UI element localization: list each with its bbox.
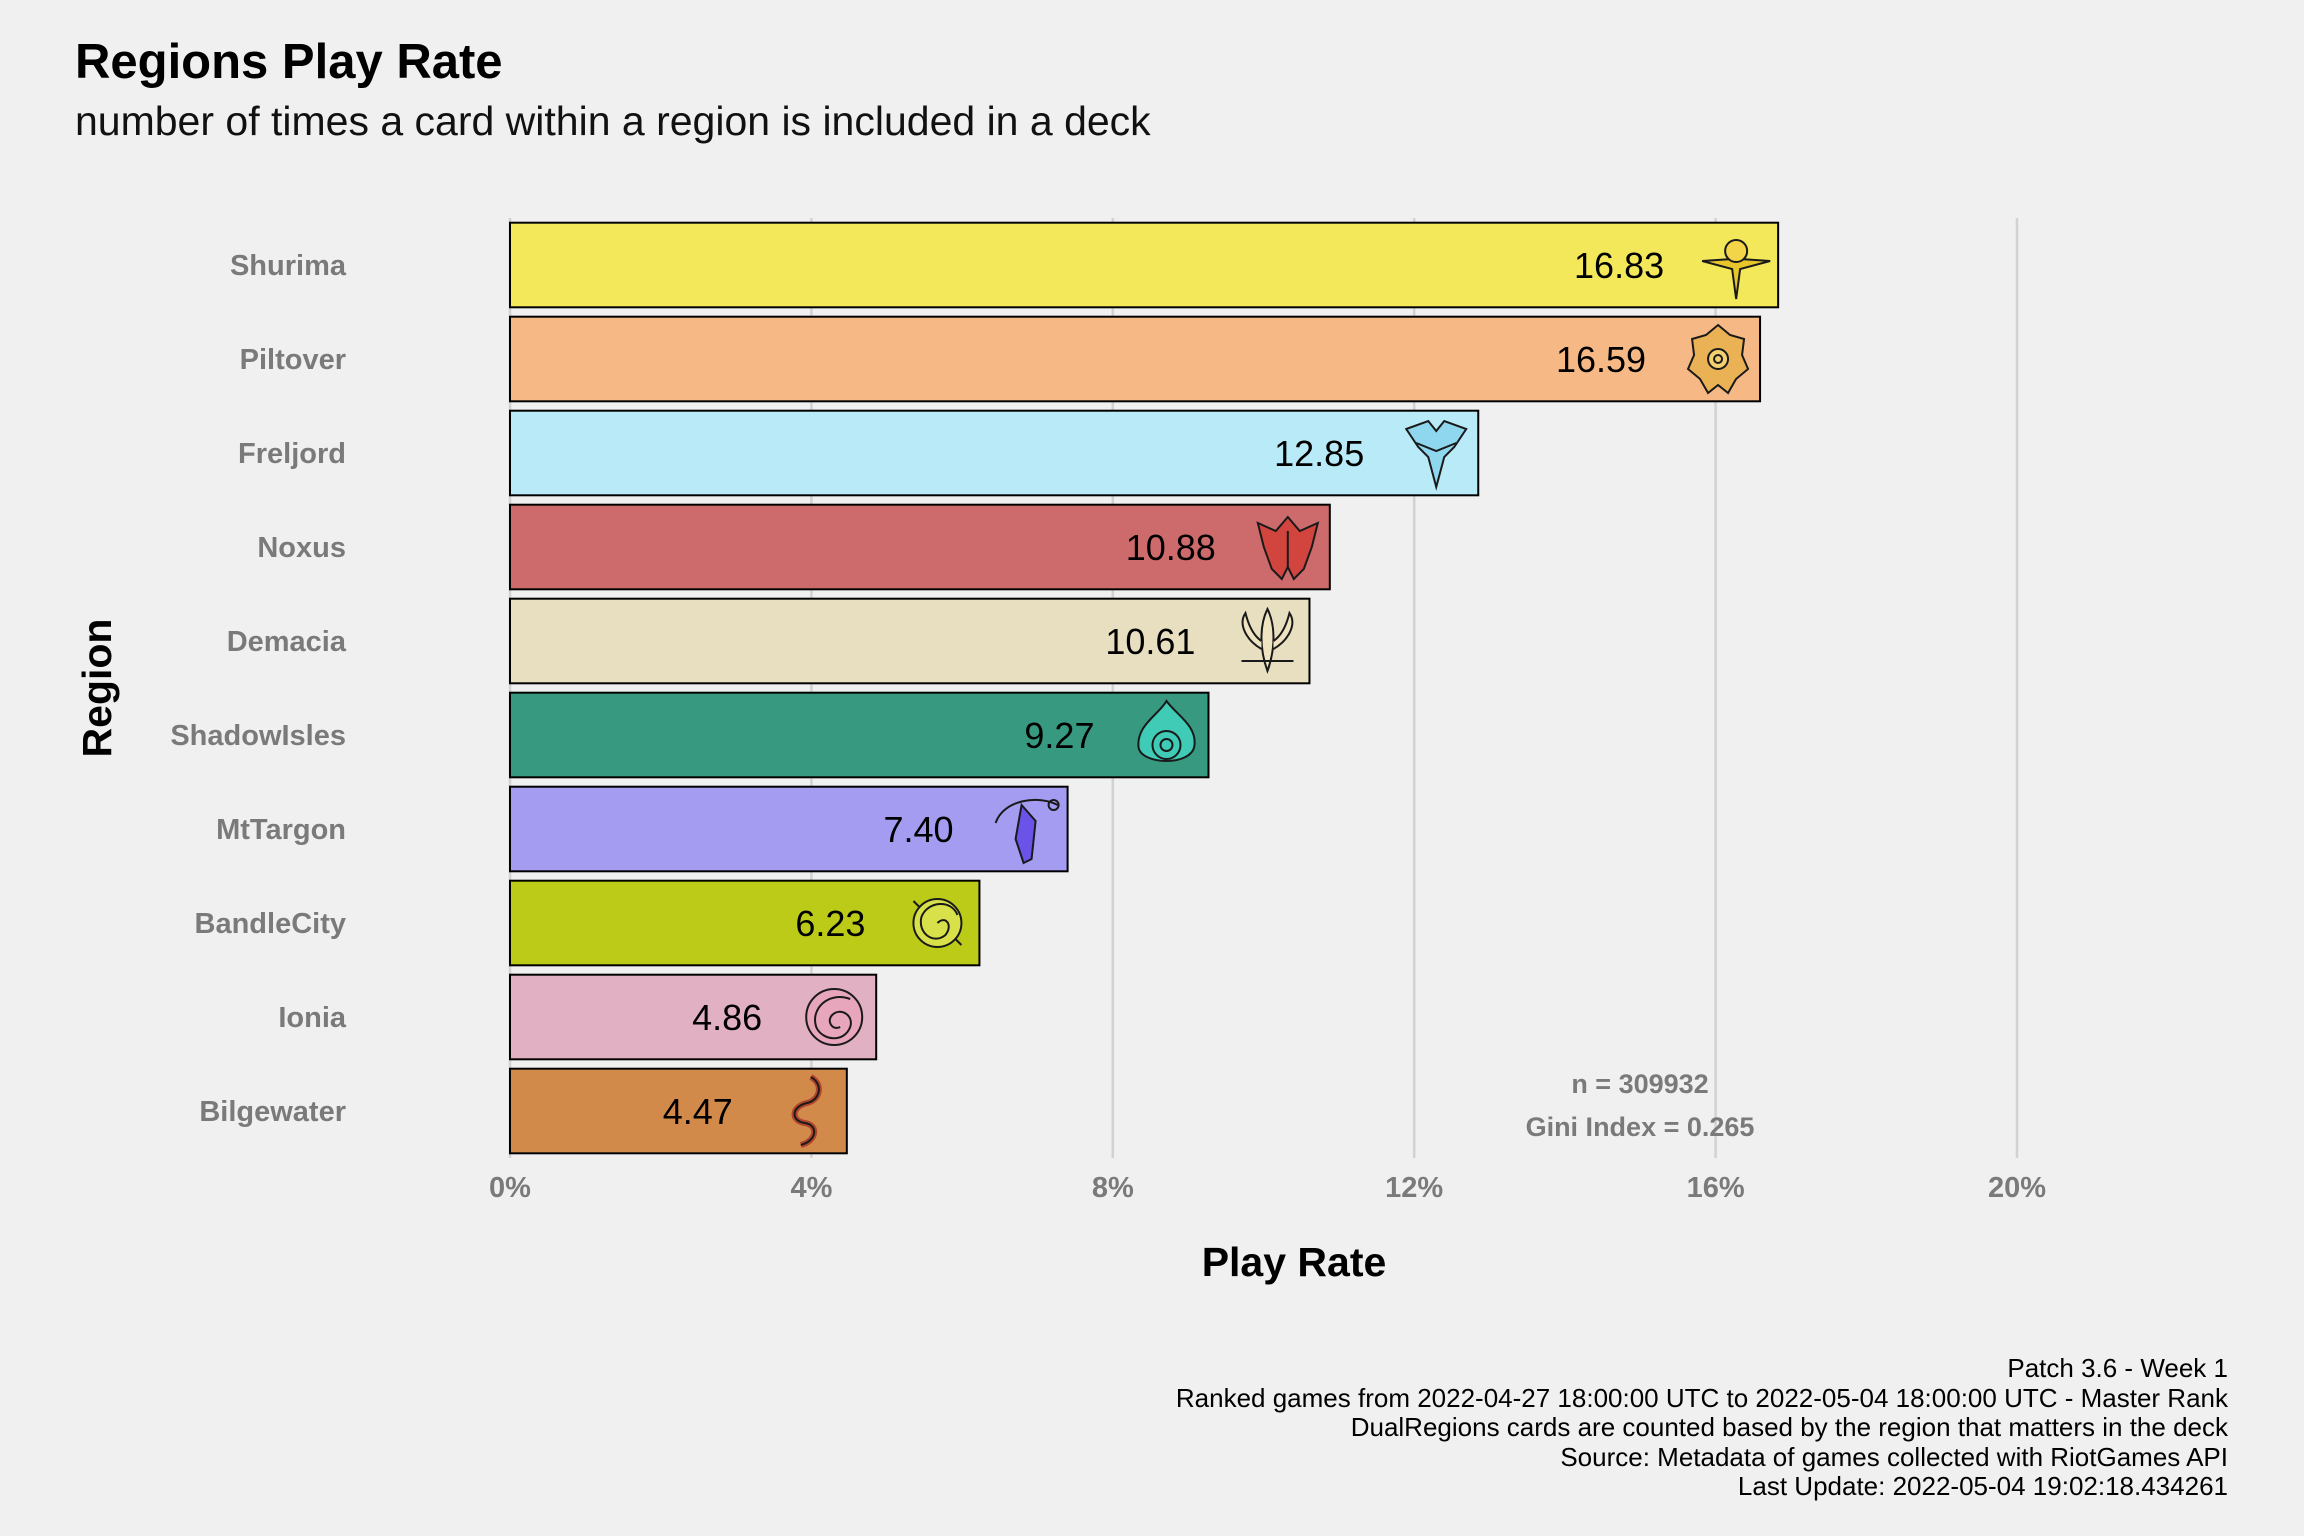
bar-bilgewater — [509, 1067, 848, 1155]
caption-dual-regions-note: DualRegions cards are counted based by t… — [1350, 1412, 2228, 1442]
demacia-icon — [1241, 606, 1294, 674]
freljord-icon — [1404, 419, 1468, 491]
bar-value-label: 16.83 — [1574, 245, 1664, 286]
bar-value-label: 6.23 — [795, 903, 865, 944]
y-tick-label: Piltover — [240, 344, 346, 376]
x-tick-label: 0% — [489, 1172, 531, 1204]
x-tick-label: 8% — [1092, 1172, 1134, 1204]
caption: Patch 3.6 - Week 1 Ranked games from 202… — [1175, 1353, 2228, 1502]
bar-mttargon — [509, 785, 1069, 873]
y-tick-label: Ionia — [278, 1002, 347, 1034]
x-tick-label: 4% — [790, 1172, 832, 1204]
x-tick-label: 12% — [1385, 1172, 1443, 1204]
gini-index-note: Gini Index = 0.265 — [1526, 1112, 1755, 1142]
noxus-icon — [1256, 515, 1320, 581]
ionia-icon — [805, 988, 864, 1046]
bandlecity-icon — [912, 898, 963, 948]
axis-ticks: 0% 4% 8% 12% 16% 20% Shurima Piltover Freljord No… — [170, 250, 2046, 1204]
shadowisles-icon — [1137, 699, 1196, 762]
piltover-icon — [1686, 323, 1750, 395]
bar-value-label: 4.86 — [692, 997, 762, 1038]
bar-value-label: 4.47 — [663, 1091, 733, 1132]
bilgewater-icon — [791, 1074, 822, 1148]
bar-shurima — [509, 221, 1780, 309]
y-tick-label: Shurima — [230, 250, 347, 282]
bar-value-label: 10.88 — [1126, 527, 1216, 568]
y-tick-label: Noxus — [257, 532, 346, 564]
chart-title: Regions Play Rate — [75, 35, 503, 89]
bar-value-label: 10.61 — [1105, 621, 1195, 662]
y-axis-title: Region — [74, 619, 120, 758]
bars: 16.83 16.59 12.85 10.88 10.61 9.27 7.40 6.23 4.8… — [509, 221, 1780, 1155]
chart-subtitle: number of times a card within a region i… — [75, 98, 1151, 144]
bar-value-label: 16.59 — [1556, 339, 1646, 380]
x-tick-label: 16% — [1687, 1172, 1745, 1204]
bar-freljord — [509, 409, 1480, 497]
caption-last-update: Last Update: 2022-05-04 19:02:18.434261 — [1737, 1471, 2228, 1501]
y-tick-label: Bilgewater — [199, 1096, 346, 1128]
y-tick-label: Demacia — [227, 626, 347, 658]
x-tick-label: 20% — [1988, 1172, 2046, 1204]
bar-noxus — [509, 503, 1331, 591]
bar-piltover — [509, 315, 1762, 403]
bar-value-label: 12.85 — [1274, 433, 1364, 474]
bar-shadowisles — [509, 691, 1210, 779]
shurima-icon — [1701, 239, 1771, 300]
y-tick-label: MtTargon — [216, 814, 346, 846]
x-axis-title: Play Rate — [1202, 1239, 1387, 1285]
caption-patch: Patch 3.6 - Week 1 — [2007, 1353, 2228, 1383]
mttargon-icon — [994, 798, 1060, 865]
bar-demacia — [509, 597, 1311, 685]
bar-value-label: 9.27 — [1024, 715, 1094, 756]
y-tick-label: ShadowIsles — [170, 720, 346, 752]
bar-value-label: 7.40 — [884, 809, 954, 850]
caption-source: Source: Metadata of games collected with… — [1560, 1441, 2228, 1472]
bar-bandlecity — [509, 879, 981, 967]
sample-size-note: n = 309932 — [1571, 1069, 1708, 1099]
y-tick-label: BandleCity — [195, 908, 346, 940]
caption-date-range: Ranked games from 2022-04-27 18:00:00 UT… — [1175, 1382, 2228, 1413]
y-tick-label: Freljord — [238, 438, 346, 470]
